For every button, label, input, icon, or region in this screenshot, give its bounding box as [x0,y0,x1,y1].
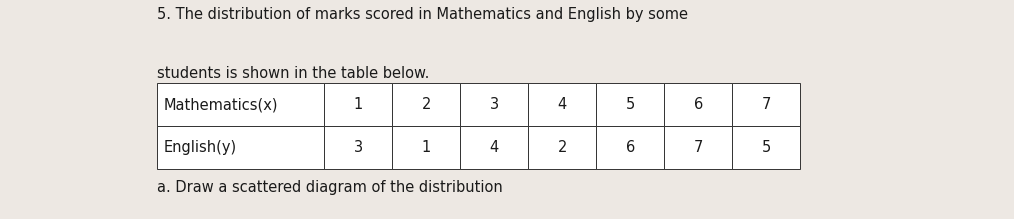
Text: 7: 7 [694,140,703,155]
Bar [596,126,664,169]
Bar [460,83,528,126]
Bar [664,126,732,169]
Bar [664,83,732,126]
Text: 4: 4 [558,97,567,112]
Bar [528,126,596,169]
Bar [732,83,800,126]
Text: 6: 6 [626,140,635,155]
Text: a. Draw a scattered diagram of the distribution: a. Draw a scattered diagram of the distr… [157,180,503,194]
Text: 5: 5 [626,97,635,112]
Text: 7: 7 [762,97,771,112]
Bar [528,83,596,126]
Bar [392,83,460,126]
Bar [732,126,800,169]
Bar [157,83,324,126]
Text: 2: 2 [558,140,567,155]
Text: 3: 3 [354,140,363,155]
Text: 3: 3 [490,97,499,112]
Bar [324,83,392,126]
Bar [596,83,664,126]
Text: 1: 1 [354,97,363,112]
Bar [460,126,528,169]
Text: 4: 4 [490,140,499,155]
Text: 1: 1 [422,140,431,155]
Text: students is shown in the table below.: students is shown in the table below. [157,66,430,81]
Text: 5: 5 [762,140,771,155]
Text: 5. The distribution of marks scored in Mathematics and English by some: 5. The distribution of marks scored in M… [157,7,689,21]
Bar [157,126,324,169]
Bar [324,126,392,169]
Text: English(y): English(y) [163,140,236,155]
Text: 2: 2 [422,97,431,112]
Text: Mathematics(x): Mathematics(x) [163,97,278,112]
Bar [392,126,460,169]
Text: 6: 6 [694,97,703,112]
